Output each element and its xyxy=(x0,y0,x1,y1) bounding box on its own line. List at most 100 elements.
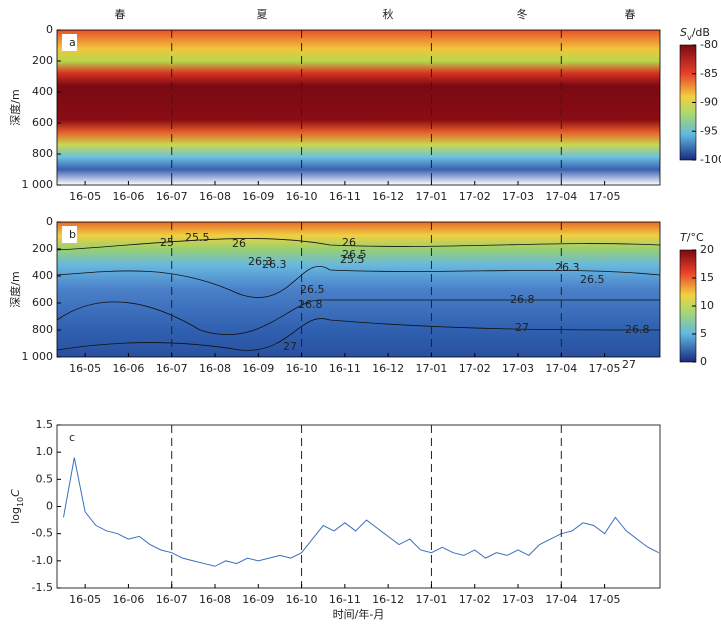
x-tick-label: 16-12 xyxy=(372,190,404,203)
x-tick-label: 16-11 xyxy=(329,593,361,606)
colorbar-tick-label: 20 xyxy=(700,243,714,256)
panel-label: c xyxy=(69,431,75,444)
season-label: 冬 xyxy=(517,7,528,21)
data-line xyxy=(63,457,659,567)
season-label: 春 xyxy=(625,8,636,21)
x-tick-label: 16-08 xyxy=(199,190,231,203)
contours xyxy=(56,238,661,351)
axes-frame xyxy=(56,221,661,358)
colorbar-unit: /°C xyxy=(687,231,704,244)
y-tick-label: -0.5 xyxy=(32,527,53,540)
y-axis-label: 深度/m xyxy=(8,89,22,125)
x-tick-label: 16-06 xyxy=(112,190,144,203)
axes-frame xyxy=(56,424,661,589)
echo-field xyxy=(57,30,660,185)
contour-label: 26.5 xyxy=(300,283,325,296)
contour-label: 26.8 xyxy=(510,293,535,306)
colorbar-tick-label: -100 xyxy=(700,153,721,166)
y-tick-label: 1.0 xyxy=(36,445,54,458)
colorbar-label: T/°C xyxy=(680,231,704,244)
season-label: 夏 xyxy=(257,8,268,21)
contour-label: 27 xyxy=(515,321,529,334)
y-tick-label: 0 xyxy=(46,23,53,36)
colorbar-tick-label: 10 xyxy=(700,299,714,312)
panel-label-box xyxy=(62,34,77,51)
contour-label: 26 xyxy=(232,237,246,250)
y-tick-label: 0.5 xyxy=(36,472,54,485)
x-tick-label: 17-01 xyxy=(415,593,447,606)
colorbar-tick-label: 15 xyxy=(700,271,714,284)
x-tick-label: 16-08 xyxy=(199,593,231,606)
x-tick-label: 16-06 xyxy=(112,593,144,606)
x-tick-label: 17-03 xyxy=(502,362,534,375)
x-tick-label: 16-09 xyxy=(242,190,274,203)
x-tick-label: 16-11 xyxy=(329,190,361,203)
x-tick-label: 16-12 xyxy=(372,593,404,606)
colorbar-tick-label: -85 xyxy=(700,67,718,80)
x-tick-label: 17-02 xyxy=(459,593,491,606)
x-tick-label: 17-02 xyxy=(459,362,491,375)
contour-label: 25 xyxy=(160,236,174,249)
colorbar-sub: v xyxy=(687,33,692,42)
x-tick-label: 16-09 xyxy=(242,593,274,606)
contour-label: 26 xyxy=(342,236,356,249)
y-tick-label: 0 xyxy=(46,500,53,513)
y-tick-label: 1.5 xyxy=(36,418,54,431)
y-tick-label: 800 xyxy=(32,147,53,160)
temperature-field xyxy=(57,222,660,357)
y-tick-label: 1 000 xyxy=(22,178,54,191)
x-axis-label: 时间/年-月 xyxy=(333,607,385,621)
colorbar-label: Sv/dB xyxy=(680,26,710,42)
x-tick-label: 17-04 xyxy=(545,362,577,375)
contour-label: 26.3 xyxy=(555,261,580,274)
x-tick-label: 16-05 xyxy=(69,593,101,606)
colorbar-symbol: T xyxy=(680,231,688,244)
x-tick-label: 16-07 xyxy=(156,593,188,606)
x-tick-label: 16-07 xyxy=(156,362,188,375)
y-label-base: log xyxy=(9,507,22,524)
x-tick-label: 16-11 xyxy=(329,362,361,375)
y-tick-label: 0 xyxy=(46,215,53,228)
x-tick-label: 17-05 xyxy=(589,190,621,203)
contour-label: 27 xyxy=(622,358,636,371)
colorbar-tick-label: 5 xyxy=(700,327,707,340)
y-axis-label: log10C xyxy=(9,489,25,524)
y-label-symbol: C xyxy=(9,489,22,497)
panel-label-box xyxy=(62,226,77,243)
x-tick-label: 17-04 xyxy=(545,190,577,203)
x-tick-label: 17-02 xyxy=(459,190,491,203)
x-tick-label: 16-06 xyxy=(112,362,144,375)
y-tick-label: 200 xyxy=(32,242,53,255)
x-tick-label: 16-07 xyxy=(156,190,188,203)
contour-label: 26.8 xyxy=(298,298,323,311)
y-label-sub: 10 xyxy=(16,497,25,507)
colorbar-tick-label: -90 xyxy=(700,96,718,109)
colorbar-tick-label: -95 xyxy=(700,124,718,137)
y-tick-label: 400 xyxy=(32,85,53,98)
x-tick-label: 16-10 xyxy=(286,190,318,203)
x-tick-label: 16-12 xyxy=(372,362,404,375)
contour-label: 26.3 xyxy=(262,258,287,271)
x-tick-label: 17-04 xyxy=(545,593,577,606)
x-tick-label: 17-05 xyxy=(589,593,621,606)
x-tick-label: 16-10 xyxy=(286,593,318,606)
season-label: 秋 xyxy=(383,7,394,21)
colorbar-unit: /dB xyxy=(692,26,710,39)
colorbar-symbol: S xyxy=(680,26,687,39)
panel-label: a xyxy=(69,36,76,49)
panel-label: b xyxy=(69,228,76,241)
colorbar-tick-label: -80 xyxy=(700,38,718,51)
x-tick-label: 16-05 xyxy=(69,362,101,375)
x-tick-label: 16-09 xyxy=(242,362,274,375)
x-tick-label: 17-01 xyxy=(415,362,447,375)
x-tick-label: 16-08 xyxy=(199,362,231,375)
y-tick-label: 600 xyxy=(32,116,53,129)
y-axis-label: 深度/m xyxy=(8,271,22,307)
season-label: 春 xyxy=(115,8,126,21)
x-tick-label: 17-03 xyxy=(502,190,534,203)
y-tick-label: -1.5 xyxy=(32,581,53,594)
contour-label: 25.5 xyxy=(185,231,210,244)
x-tick-label: 16-10 xyxy=(286,362,318,375)
x-tick-label: 17-03 xyxy=(502,593,534,606)
